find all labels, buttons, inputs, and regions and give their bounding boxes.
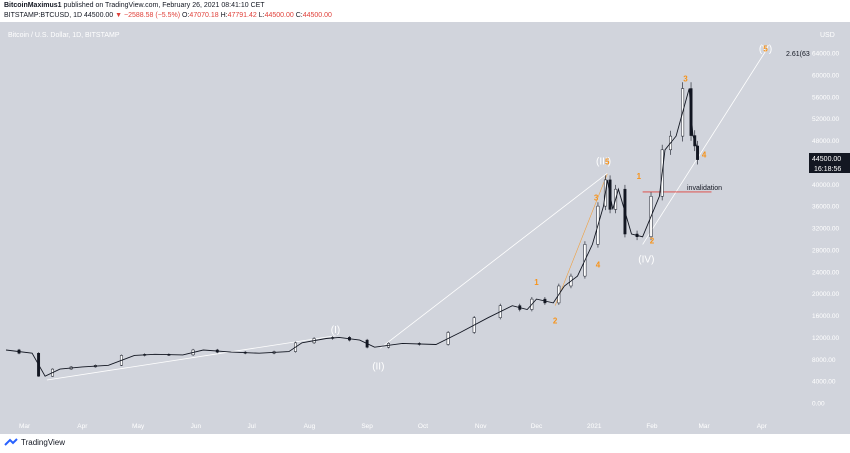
y-tick-label: 0.00 <box>812 401 825 408</box>
author-name[interactable]: BitcoinMaximus1 <box>4 2 62 9</box>
major-wave-label: (III) <box>596 157 611 168</box>
time-axis[interactable]: Mar Apr May Jun Jul Aug Sep Oct Nov Dec 2021 Feb Mar… <box>19 423 768 430</box>
publish-line: BitcoinMaximus1 published on TradingView… <box>4 2 265 9</box>
x-tick-label: Jul <box>248 423 257 430</box>
wave-line-v <box>642 51 766 245</box>
ohlc-line: BITSTAMP:BTCUSD, 1D 44500.00 ▼ −2588.58 … <box>4 12 332 19</box>
x-tick-label: 2021 <box>587 423 602 430</box>
minor-wave-label: 4 <box>596 260 601 269</box>
y-tick-label: 40000.00 <box>812 182 839 189</box>
current-price: 44500.00 <box>84 12 114 19</box>
invalidation-label: invalidation <box>687 185 722 192</box>
x-tick-label: Jun <box>191 423 202 430</box>
x-tick-label: Aug <box>304 423 316 430</box>
x-tick-label: Sep <box>361 423 373 430</box>
publish-info: published on TradingView.com, February 2… <box>63 2 265 9</box>
y-tick-label: 52000.00 <box>812 116 839 123</box>
open-value: 47070.18 <box>189 12 219 19</box>
subwave-channel-line <box>554 173 608 306</box>
x-tick-label: Mar <box>698 423 710 430</box>
y-tick-label: 32000.00 <box>812 226 839 233</box>
x-tick-label: Nov <box>475 423 487 430</box>
guide-lines <box>46 51 766 381</box>
chart-title: Bitcoin / U.S. Dollar, 1D, BITSTAMP <box>8 32 120 39</box>
x-tick-label: Apr <box>757 423 768 430</box>
countdown-tag <box>809 163 850 173</box>
major-wave-label: (V) <box>759 44 772 55</box>
x-tick-label: Mar <box>19 423 31 430</box>
y-tick-label: 4000.00 <box>812 379 836 386</box>
fib-extension-label: 2.61(63 <box>786 51 810 58</box>
high-value: 47791.42 <box>227 12 257 19</box>
x-tick-label: Dec <box>531 423 543 430</box>
y-tick-label: 24000.00 <box>812 269 839 276</box>
y-tick-label: 8000.00 <box>812 357 836 364</box>
y-tick-label: 48000.00 <box>812 138 839 145</box>
y-tick-label: 16000.00 <box>812 313 839 320</box>
y-tick-label: 20000.00 <box>812 291 839 298</box>
minor-wave-label: 2 <box>553 317 558 326</box>
countdown-value: 16:18:56 <box>814 166 841 173</box>
minor-wave-label: 4 <box>702 150 707 159</box>
wave-line-iii <box>379 172 608 349</box>
low-value: 44500.00 <box>264 12 294 19</box>
close-value: 44500.00 <box>302 12 332 19</box>
minor-wave-label: 5 <box>605 158 610 167</box>
y-tick-label: 64000.00 <box>812 51 839 58</box>
minor-wave-label: 1 <box>534 278 539 287</box>
footer-bar: TradingView <box>0 434 850 453</box>
low-label: L: <box>258 12 265 19</box>
minor-wave-label: 3 <box>683 74 688 83</box>
minor-wave-label: 2 <box>650 236 655 245</box>
high-label: H: <box>220 12 228 19</box>
x-tick-label: Oct <box>418 423 428 430</box>
last-price-value: 44500.00 <box>812 156 841 163</box>
price-line <box>5 88 699 377</box>
major-wave-label: (II) <box>372 362 384 373</box>
tradingview-logo[interactable]: TradingView <box>4 437 65 447</box>
major-wave-label: (IV) <box>638 254 654 265</box>
chart-area[interactable]: Bitcoin / U.S. Dollar, 1D, BITSTAMP USD … <box>0 22 850 434</box>
y-tick-label: 60000.00 <box>812 72 839 79</box>
tradingview-logo-icon <box>4 438 18 446</box>
last-price-tag <box>809 153 850 163</box>
x-tick-label: May <box>132 423 145 430</box>
price-axis[interactable]: 64000.00 60000.00 56000.00 52000.00 48000.00… <box>812 51 839 408</box>
x-tick-label: Feb <box>646 423 658 430</box>
minor-wave-label: 5 <box>763 44 768 53</box>
minor-wave-label: 1 <box>637 172 642 181</box>
y-tick-label: 28000.00 <box>812 247 839 254</box>
x-tick-label: Apr <box>77 423 88 430</box>
chart-header: BitcoinMaximus1 published on TradingView… <box>0 0 850 22</box>
y-tick-label: 36000.00 <box>812 204 839 211</box>
minor-wave-label: 3 <box>594 194 599 203</box>
candle-layer <box>5 82 699 377</box>
y-tick-label: 12000.00 <box>812 335 839 342</box>
wave-line-i <box>46 335 336 381</box>
currency-label: USD <box>820 32 835 39</box>
price-change: ▼ −2588.58 (−5.5%) <box>115 12 181 19</box>
btc-price-chart[interactable]: Bitcoin / U.S. Dollar, 1D, BITSTAMP USD … <box>0 22 850 434</box>
brand-name: TradingView <box>21 437 66 447</box>
major-wave-label: (I) <box>331 325 340 336</box>
symbol-label: BITSTAMP:BTCUSD, 1D <box>4 12 83 19</box>
y-tick-label: 56000.00 <box>812 94 839 101</box>
open-label: O: <box>182 12 190 19</box>
close-label: C: <box>295 12 303 19</box>
